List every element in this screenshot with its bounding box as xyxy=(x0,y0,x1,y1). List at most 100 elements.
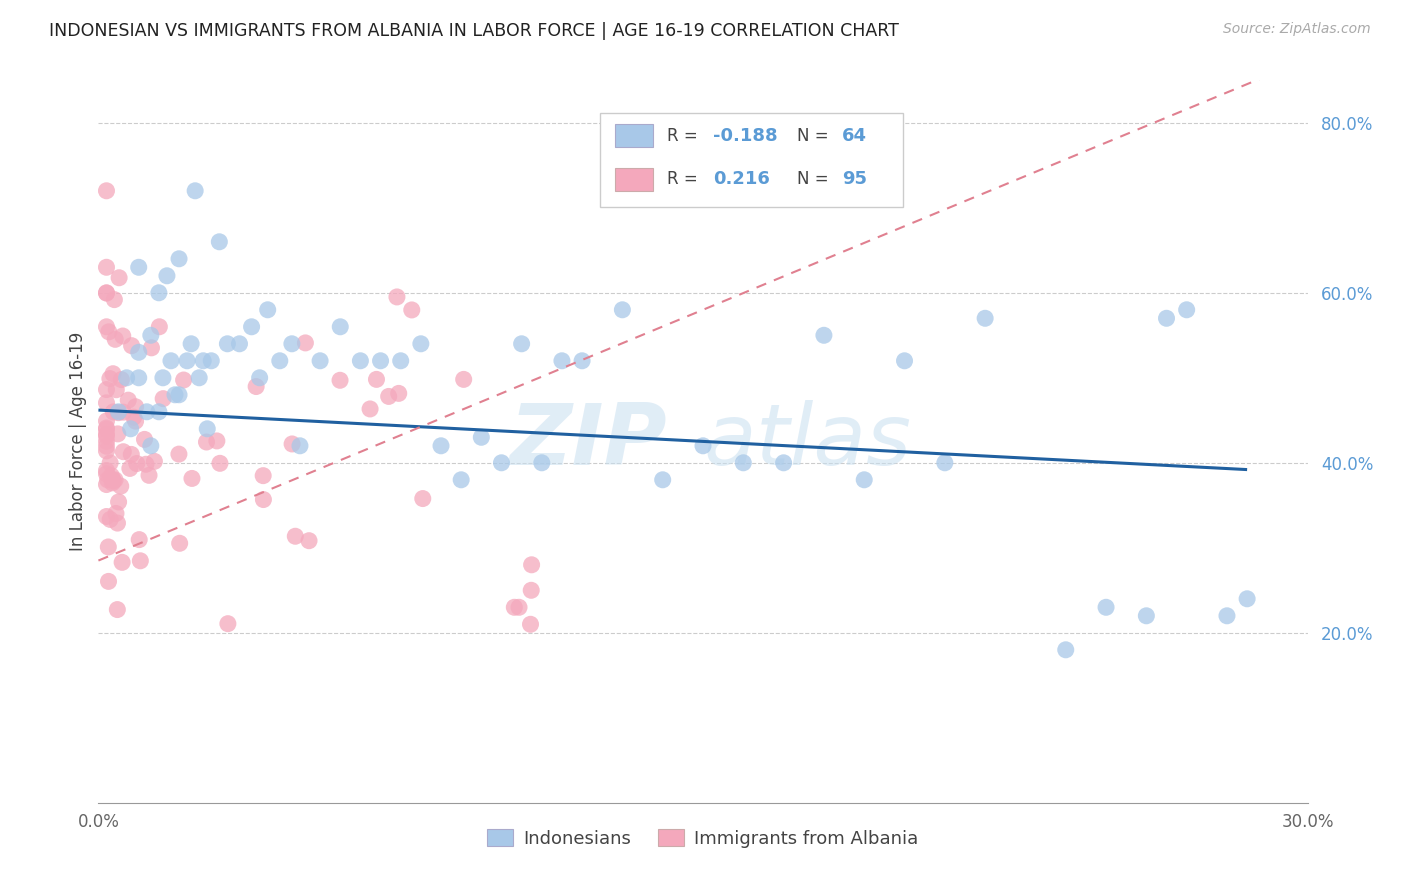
Point xyxy=(359,401,381,416)
Point xyxy=(450,473,472,487)
Point xyxy=(491,456,513,470)
Point xyxy=(252,468,274,483)
Point xyxy=(139,328,162,343)
Point xyxy=(329,319,352,334)
Point xyxy=(107,516,129,530)
Point xyxy=(571,353,593,368)
Point xyxy=(97,574,120,589)
Point xyxy=(269,353,291,368)
Point xyxy=(298,533,321,548)
Point xyxy=(101,473,124,487)
Point xyxy=(108,270,131,285)
Point xyxy=(103,293,125,307)
Point xyxy=(96,383,118,397)
Point xyxy=(503,600,526,615)
Point xyxy=(148,405,170,419)
Point xyxy=(772,456,794,470)
Point xyxy=(294,335,316,350)
Text: 0.216: 0.216 xyxy=(713,170,769,188)
Point xyxy=(167,252,190,266)
Point xyxy=(176,353,198,368)
Point xyxy=(120,422,142,436)
Y-axis label: In Labor Force | Age 16-19: In Labor Force | Age 16-19 xyxy=(69,332,87,551)
Text: N =: N = xyxy=(797,127,834,145)
Text: N =: N = xyxy=(797,170,834,188)
Point xyxy=(96,477,118,491)
Point xyxy=(138,468,160,483)
Point xyxy=(156,268,179,283)
Point xyxy=(188,371,211,385)
Text: atlas: atlas xyxy=(703,400,911,483)
Point xyxy=(893,353,915,368)
Point xyxy=(173,373,195,387)
Point xyxy=(370,353,392,368)
Point xyxy=(453,372,475,386)
Point xyxy=(96,286,118,301)
Point xyxy=(96,285,118,300)
Legend: Indonesians, Immigrants from Albania: Indonesians, Immigrants from Albania xyxy=(479,822,927,855)
Point xyxy=(281,336,304,351)
Point xyxy=(813,328,835,343)
Point xyxy=(105,602,128,616)
Point xyxy=(200,353,222,368)
Point xyxy=(96,421,118,435)
Point xyxy=(105,383,128,397)
Point xyxy=(96,414,118,428)
Point xyxy=(228,336,250,351)
Point xyxy=(349,353,371,368)
Point xyxy=(139,439,162,453)
Point xyxy=(135,457,157,471)
Point xyxy=(125,457,148,471)
Point xyxy=(129,554,152,568)
Point xyxy=(100,468,122,483)
Point xyxy=(143,454,166,468)
Point xyxy=(97,473,120,487)
Point xyxy=(281,437,304,451)
Point xyxy=(107,426,129,441)
Point xyxy=(388,386,411,401)
Point xyxy=(148,319,170,334)
Point xyxy=(124,400,146,414)
Point xyxy=(112,405,135,419)
Point xyxy=(107,405,129,419)
Point xyxy=(193,353,215,368)
Point xyxy=(96,427,118,442)
Point xyxy=(508,600,530,615)
Point xyxy=(551,353,574,368)
Point xyxy=(195,422,218,436)
Text: -0.188: -0.188 xyxy=(713,127,778,145)
Point xyxy=(96,396,118,410)
Point xyxy=(121,339,143,353)
Point xyxy=(96,319,118,334)
Point xyxy=(1054,642,1077,657)
Text: R =: R = xyxy=(666,127,703,145)
Point xyxy=(208,235,231,249)
Point xyxy=(128,260,150,275)
Point xyxy=(180,336,202,351)
Point xyxy=(208,456,231,470)
Point xyxy=(96,184,118,198)
Point xyxy=(120,447,142,461)
Point xyxy=(96,463,118,477)
Point xyxy=(152,371,174,385)
Point xyxy=(111,555,134,569)
Point xyxy=(412,491,434,506)
Point xyxy=(252,492,274,507)
Point xyxy=(853,473,876,487)
Point xyxy=(288,439,311,453)
Point xyxy=(97,540,120,554)
Point xyxy=(1095,600,1118,615)
FancyBboxPatch shape xyxy=(614,124,654,147)
Point xyxy=(104,473,127,487)
Point xyxy=(160,353,183,368)
Point xyxy=(96,439,118,453)
Point xyxy=(934,456,956,470)
Point xyxy=(101,367,124,381)
Point xyxy=(651,473,673,487)
Text: ZIP: ZIP xyxy=(509,400,666,483)
Point xyxy=(205,434,228,448)
Point xyxy=(103,474,125,488)
Point xyxy=(974,311,997,326)
Point xyxy=(520,558,543,572)
Point xyxy=(115,371,138,385)
